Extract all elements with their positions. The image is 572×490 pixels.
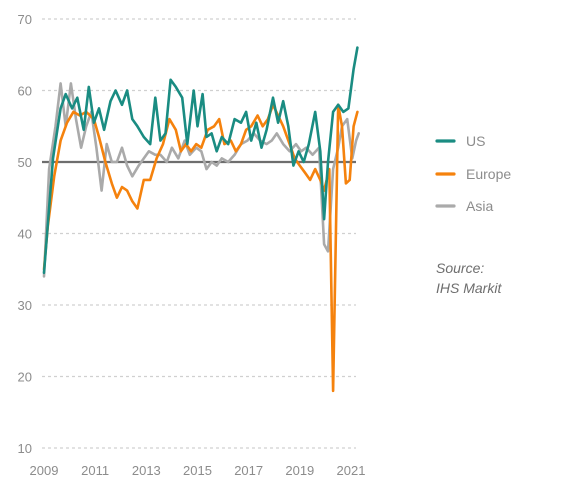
source-name: IHS Markit — [436, 280, 502, 296]
y-tick-label: 20 — [18, 370, 32, 385]
x-tick-label: 2009 — [30, 463, 59, 478]
series-lines — [42, 46, 360, 393]
y-tick-label: 60 — [18, 84, 32, 99]
x-tick-label: 2019 — [285, 463, 314, 478]
series-line-asia — [42, 82, 360, 278]
y-tick-label: 30 — [18, 298, 32, 313]
y-tick-label: 10 — [18, 441, 32, 456]
series-line-us — [42, 46, 359, 275]
grid-lines — [42, 18, 356, 449]
x-tick-label: 2017 — [234, 463, 263, 478]
x-tick-label: 2011 — [81, 463, 109, 478]
legend: US Europe Asia — [435, 133, 511, 214]
source-label: Source: — [436, 260, 485, 276]
y-tick-label: 50 — [18, 155, 32, 170]
x-tick-label: 2021 — [337, 463, 366, 478]
x-tick-label: 2013 — [132, 463, 161, 478]
source-note: Source: IHS Markit — [436, 258, 501, 298]
legend-label-us: US — [466, 133, 485, 149]
x-tick-label: 2015 — [183, 463, 212, 478]
legend-label-asia: Asia — [466, 198, 493, 214]
x-axis: 2009 2011 2013 2015 2017 2019 2021 — [30, 463, 366, 478]
y-axis: 10 20 30 40 50 60 70 — [18, 12, 32, 456]
y-tick-label: 40 — [18, 227, 32, 242]
y-tick-label: 70 — [18, 12, 32, 27]
series-line-europe — [42, 103, 359, 393]
legend-label-europe: Europe — [466, 166, 511, 182]
